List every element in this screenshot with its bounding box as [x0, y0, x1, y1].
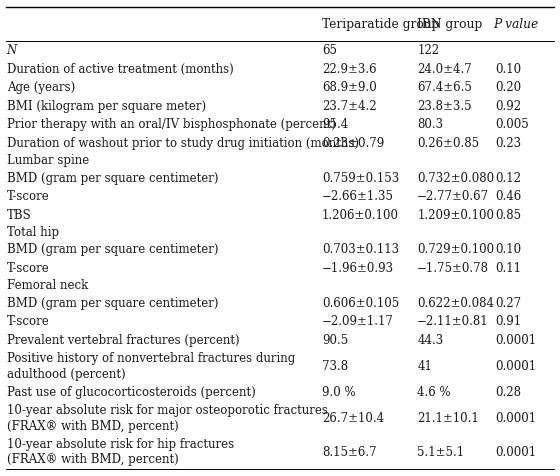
Text: Femoral neck: Femoral neck [7, 279, 88, 292]
Text: 73.8: 73.8 [322, 360, 348, 373]
Text: 9.0 %: 9.0 % [322, 386, 356, 399]
Text: 26.7±10.4: 26.7±10.4 [322, 412, 384, 425]
Text: T-score: T-score [7, 316, 49, 328]
Text: 0.0001: 0.0001 [496, 446, 536, 458]
Text: 0.10: 0.10 [496, 63, 522, 76]
Text: Lumbar spine: Lumbar spine [7, 154, 89, 167]
Text: 21.1±10.1: 21.1±10.1 [417, 412, 479, 425]
Text: 0.622±0.084: 0.622±0.084 [417, 297, 494, 310]
Text: Teriparatide group: Teriparatide group [322, 18, 440, 31]
Text: 44.3: 44.3 [417, 334, 444, 347]
Text: −1.75±0.78: −1.75±0.78 [417, 262, 489, 275]
Text: 0.20: 0.20 [496, 81, 522, 94]
Text: 23.8±3.5: 23.8±3.5 [417, 99, 472, 113]
Text: 0.0001: 0.0001 [496, 334, 536, 347]
Text: 0.005: 0.005 [496, 118, 529, 131]
Text: BMD (gram per square centimeter): BMD (gram per square centimeter) [7, 297, 218, 310]
Text: P value: P value [493, 18, 538, 31]
Text: Duration of washout prior to study drug initiation (months): Duration of washout prior to study drug … [7, 137, 359, 150]
Text: 0.91: 0.91 [496, 316, 522, 328]
Text: Duration of active treatment (months): Duration of active treatment (months) [7, 63, 234, 76]
Text: 0.23±0.79: 0.23±0.79 [322, 137, 384, 150]
Text: 65: 65 [322, 44, 337, 57]
Text: 10-year absolute risk for major osteoporotic fractures
(FRAX® with BMD, percent): 10-year absolute risk for major osteopor… [7, 404, 328, 433]
Text: 0.26±0.85: 0.26±0.85 [417, 137, 479, 150]
Text: 10-year absolute risk for hip fractures
(FRAX® with BMD, percent): 10-year absolute risk for hip fractures … [7, 438, 234, 466]
Text: 0.0001: 0.0001 [496, 412, 536, 425]
Text: 0.27: 0.27 [496, 297, 522, 310]
Text: 0.28: 0.28 [496, 386, 521, 399]
Text: 0.729±0.100: 0.729±0.100 [417, 243, 494, 257]
Text: 68.9±9.0: 68.9±9.0 [322, 81, 377, 94]
Text: 0.759±0.153: 0.759±0.153 [322, 171, 399, 185]
Text: 1.206±0.100: 1.206±0.100 [322, 208, 399, 222]
Text: T-score: T-score [7, 190, 49, 203]
Text: 67.4±6.5: 67.4±6.5 [417, 81, 472, 94]
Text: BMI (kilogram per square meter): BMI (kilogram per square meter) [7, 99, 206, 113]
Text: Prior therapy with an oral/IV bisphosphonate (percent): Prior therapy with an oral/IV bisphospho… [7, 118, 335, 131]
Text: −2.77±0.67: −2.77±0.67 [417, 190, 489, 203]
Text: 0.46: 0.46 [496, 190, 522, 203]
Text: BMD (gram per square centimeter): BMD (gram per square centimeter) [7, 243, 218, 257]
Text: BMD (gram per square centimeter): BMD (gram per square centimeter) [7, 171, 218, 185]
Text: TBS: TBS [7, 208, 31, 222]
Text: 0.10: 0.10 [496, 243, 522, 257]
Text: 23.7±4.2: 23.7±4.2 [322, 99, 377, 113]
Text: 122: 122 [417, 44, 440, 57]
Text: Past use of glucocorticosteroids (percent): Past use of glucocorticosteroids (percen… [7, 386, 255, 399]
Text: 4.6 %: 4.6 % [417, 386, 451, 399]
Text: −2.09±1.17: −2.09±1.17 [322, 316, 394, 328]
Text: 0.732±0.080: 0.732±0.080 [417, 171, 494, 185]
Text: 22.9±3.6: 22.9±3.6 [322, 63, 377, 76]
Text: 0.703±0.113: 0.703±0.113 [322, 243, 399, 257]
Text: N: N [7, 44, 17, 57]
Text: 0.92: 0.92 [496, 99, 522, 113]
Text: 0.0001: 0.0001 [496, 360, 536, 373]
Text: Total hip: Total hip [7, 226, 59, 239]
Text: IBN group: IBN group [417, 18, 483, 31]
Text: 41: 41 [417, 360, 432, 373]
Text: 0.606±0.105: 0.606±0.105 [322, 297, 399, 310]
Text: −2.11±0.81: −2.11±0.81 [417, 316, 489, 328]
Text: Positive history of nonvertebral fractures during
adulthood (percent): Positive history of nonvertebral fractur… [7, 352, 295, 381]
Text: 5.1±5.1: 5.1±5.1 [417, 446, 464, 458]
Text: 80.3: 80.3 [417, 118, 444, 131]
Text: 1.209±0.100: 1.209±0.100 [417, 208, 494, 222]
Text: 90.5: 90.5 [322, 334, 348, 347]
Text: 0.11: 0.11 [496, 262, 521, 275]
Text: Age (years): Age (years) [7, 81, 75, 94]
Text: −2.66±1.35: −2.66±1.35 [322, 190, 394, 203]
Text: 24.0±4.7: 24.0±4.7 [417, 63, 472, 76]
Text: 0.12: 0.12 [496, 171, 521, 185]
Text: −1.96±0.93: −1.96±0.93 [322, 262, 394, 275]
Text: 0.85: 0.85 [496, 208, 522, 222]
Text: 0.23: 0.23 [496, 137, 522, 150]
Text: T-score: T-score [7, 262, 49, 275]
Text: Prevalent vertebral fractures (percent): Prevalent vertebral fractures (percent) [7, 334, 239, 347]
Text: 95.4: 95.4 [322, 118, 348, 131]
Text: 8.15±6.7: 8.15±6.7 [322, 446, 377, 458]
